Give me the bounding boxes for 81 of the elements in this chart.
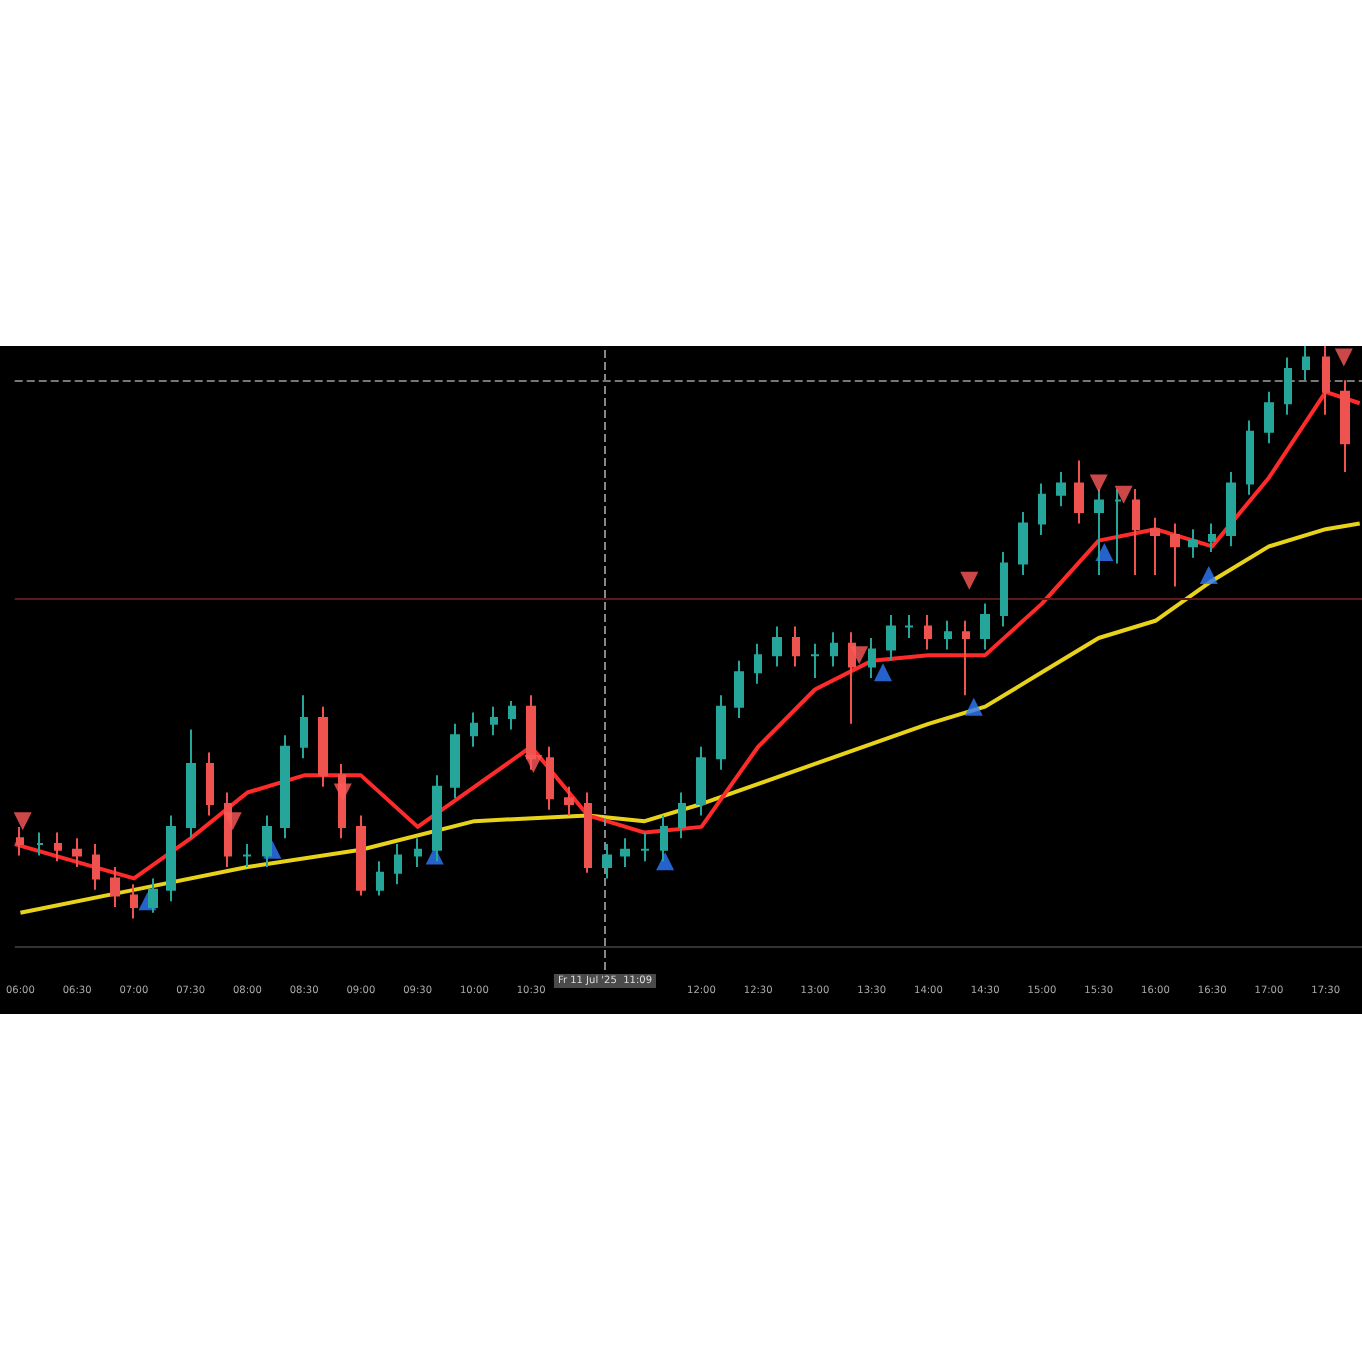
candlestick bbox=[1264, 390, 1274, 445]
candlestick bbox=[394, 843, 402, 886]
candlestick bbox=[772, 625, 782, 668]
candlestick bbox=[1018, 511, 1028, 576]
candlestick bbox=[848, 631, 856, 725]
point bbox=[960, 571, 979, 590]
candlestick bbox=[206, 751, 214, 817]
candlestick bbox=[318, 705, 328, 788]
candlestick bbox=[186, 728, 196, 840]
point bbox=[1089, 474, 1108, 493]
candlestick bbox=[696, 745, 706, 817]
candlestick bbox=[450, 722, 460, 800]
point bbox=[1334, 348, 1353, 367]
candlestick bbox=[904, 614, 914, 639]
candlestick bbox=[868, 636, 876, 680]
candlestick bbox=[584, 791, 592, 874]
candlestick bbox=[1114, 488, 1122, 565]
candlestick bbox=[72, 837, 82, 868]
candlestick bbox=[470, 711, 478, 748]
candlestick bbox=[148, 877, 158, 914]
candlestick bbox=[546, 745, 554, 811]
candlestick bbox=[280, 734, 290, 840]
candlestick bbox=[54, 831, 62, 863]
candlestick bbox=[602, 843, 612, 880]
candlestick bbox=[1340, 379, 1350, 473]
candlestick bbox=[1056, 470, 1066, 508]
candlestick bbox=[356, 814, 366, 897]
candlestick bbox=[1132, 488, 1140, 576]
candlestick bbox=[886, 614, 896, 662]
point bbox=[333, 783, 352, 802]
candlestick bbox=[110, 865, 120, 909]
point bbox=[1114, 485, 1133, 504]
candlestick bbox=[620, 837, 630, 868]
candlestick bbox=[830, 631, 838, 668]
candlestick bbox=[16, 825, 24, 857]
candlestick bbox=[1322, 346, 1330, 416]
point bbox=[524, 754, 543, 773]
candlestick bbox=[1038, 482, 1046, 536]
candlestick bbox=[1188, 528, 1198, 559]
candlestick bbox=[944, 619, 952, 651]
candlestick bbox=[810, 642, 820, 680]
candlestick bbox=[166, 814, 176, 903]
candlestick bbox=[734, 659, 744, 720]
candlestick bbox=[1150, 516, 1160, 576]
point bbox=[850, 646, 869, 665]
candlestick bbox=[376, 860, 384, 897]
candlestick bbox=[262, 814, 272, 868]
candlestick bbox=[792, 625, 800, 668]
point bbox=[874, 663, 893, 682]
candlestick bbox=[754, 642, 762, 685]
candlestick bbox=[660, 814, 668, 863]
candlestick bbox=[508, 699, 516, 731]
candlestick bbox=[678, 791, 686, 840]
candlestick bbox=[1302, 346, 1310, 382]
candlestick bbox=[980, 602, 990, 651]
point bbox=[1199, 565, 1218, 584]
candlestick bbox=[564, 785, 574, 817]
candlestick bbox=[92, 843, 100, 891]
candlestick bbox=[962, 619, 970, 697]
candlestick bbox=[1000, 551, 1008, 628]
point bbox=[13, 812, 32, 831]
point bbox=[964, 697, 983, 716]
candlestick bbox=[924, 614, 932, 651]
candlestick bbox=[1094, 488, 1104, 576]
candlestick bbox=[1170, 522, 1180, 588]
candlestick bbox=[1284, 356, 1292, 416]
candlestick bbox=[242, 843, 252, 868]
point bbox=[1095, 543, 1114, 562]
candlestick bbox=[716, 694, 726, 771]
candlestick bbox=[36, 831, 44, 857]
point bbox=[656, 852, 675, 871]
candlestick bbox=[1208, 522, 1216, 554]
candlestick bbox=[414, 837, 422, 868]
candlestick bbox=[640, 831, 650, 863]
candlestick bbox=[130, 883, 138, 920]
candlestick bbox=[1074, 459, 1084, 525]
point bbox=[223, 812, 242, 831]
candlestick bbox=[1246, 419, 1254, 496]
candlestick bbox=[490, 705, 498, 737]
candlestick bbox=[1226, 470, 1236, 548]
candlestick bbox=[300, 694, 308, 760]
